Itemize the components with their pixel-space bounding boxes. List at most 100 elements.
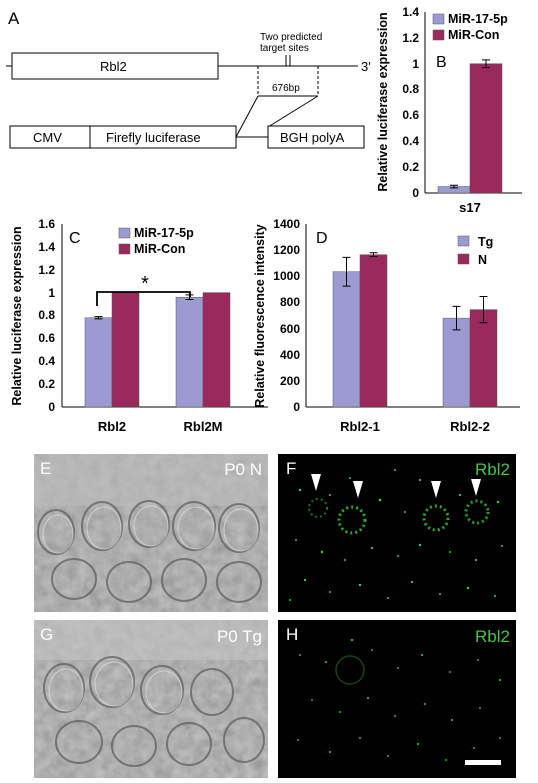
insert-guide-left bbox=[235, 95, 259, 138]
chart-c-bar bbox=[111, 292, 140, 408]
chart-d-bar bbox=[442, 317, 471, 408]
legend-d-swatch-tg bbox=[457, 235, 470, 247]
panel-e-micrograph: E P0 N bbox=[34, 454, 268, 612]
rbl2-gene-box bbox=[11, 52, 219, 80]
panel-h-caption: Rbl2 bbox=[475, 627, 510, 646]
chart-b-tick-label: 0.6 bbox=[402, 108, 419, 122]
legend-b-label-mir17: MiR-17-5p bbox=[448, 12, 508, 26]
target-sites-line2: target sites bbox=[260, 43, 309, 54]
legend-c-label-mircon: MiR-Con bbox=[134, 242, 185, 256]
chart-c-ylabel: Relative luciferase expression bbox=[10, 226, 24, 405]
chart-b-tick-label: 0.4 bbox=[402, 134, 419, 148]
chart-c-tick-label: 0.6 bbox=[38, 331, 55, 345]
target-sites-line1: Two predicted bbox=[260, 32, 322, 43]
chart-d-error-bar bbox=[342, 256, 351, 287]
luciferase-box bbox=[89, 125, 237, 149]
legend-d-swatch-n bbox=[457, 253, 470, 265]
significance-bracket bbox=[96, 291, 191, 306]
chart-c-bars bbox=[84, 292, 231, 408]
arrowhead-marker bbox=[353, 481, 363, 498]
chart-d-tick-label: 1200 bbox=[273, 243, 300, 257]
chart-c-tick-label: 0.8 bbox=[38, 308, 55, 322]
chart-d-tick-label: 1000 bbox=[273, 269, 300, 283]
luciferase-label: Firefly luciferase bbox=[106, 130, 201, 145]
chart-c-category-label: Rbl2M bbox=[184, 419, 223, 434]
panel-letter-b: B bbox=[436, 54, 447, 71]
chart-d-bar bbox=[332, 271, 361, 408]
panel-h-micrograph: H Rbl2 bbox=[278, 620, 516, 778]
legend-c-label-mir17: MiR-17-5p bbox=[134, 226, 194, 240]
chart-c-category-label: Rbl2 bbox=[98, 419, 126, 434]
chart-c-bar bbox=[84, 317, 113, 408]
panel-f-caption: Rbl2 bbox=[475, 460, 510, 479]
panel-letter-e: E bbox=[40, 459, 51, 478]
panel-b-chart: Relative luciferase expression 0 0.2 0.4… bbox=[376, 5, 522, 215]
bgh-polya-box bbox=[267, 125, 365, 149]
chart-c-error-bar bbox=[94, 316, 103, 320]
scale-bar bbox=[465, 760, 501, 765]
chart-c-tick-label: 1.4 bbox=[38, 240, 55, 254]
legend-d-label-tg: Tg bbox=[478, 235, 493, 249]
legend-c-swatch-mircon bbox=[118, 243, 131, 255]
panel-letter-a: A bbox=[8, 9, 20, 28]
panel-letter-h: H bbox=[286, 625, 298, 644]
chart-c-bar bbox=[202, 292, 231, 408]
chart-b-tick-label: 0.2 bbox=[402, 160, 419, 174]
bgh-polya-label: BGH polyA bbox=[280, 130, 345, 145]
fragment-size-label: 676bp bbox=[272, 83, 300, 94]
panel-a: A Rbl2 3' Two predicted target sites 676… bbox=[6, 9, 371, 149]
chart-d-bar bbox=[469, 309, 498, 408]
chart-d-tick-label: 600 bbox=[280, 322, 300, 336]
arrowhead-marker bbox=[431, 481, 441, 498]
legend-c-swatch-mir17 bbox=[118, 227, 131, 239]
chart-d-tick-label: 1400 bbox=[273, 217, 300, 231]
insert-guide-right bbox=[267, 95, 319, 128]
chart-d-category-label: Rbl2-1 bbox=[340, 419, 380, 434]
chart-d-error-bar bbox=[369, 252, 378, 258]
panel-letter-c: C bbox=[69, 230, 81, 247]
legend-b-label-mircon: MiR-Con bbox=[448, 28, 499, 42]
legend-b-swatch-mircon bbox=[432, 29, 445, 41]
panel-letter-g: G bbox=[40, 625, 53, 644]
arrowhead-marker bbox=[471, 479, 481, 496]
chart-d-bars bbox=[332, 252, 498, 408]
panel-letter-d: D bbox=[316, 230, 328, 247]
rbl2-gene-label: Rbl2 bbox=[100, 59, 127, 74]
chart-d-error-bar bbox=[452, 305, 461, 331]
panel-letter-f: F bbox=[286, 459, 296, 478]
legend-b-swatch-mir17 bbox=[432, 13, 445, 25]
chart-d-error-bar bbox=[479, 296, 488, 324]
chart-c-tick-label: 1.2 bbox=[38, 263, 55, 277]
panel-g-micrograph: G P0 Tg bbox=[34, 620, 268, 778]
chart-d-tick-label: 400 bbox=[280, 348, 300, 362]
chart-c-bar bbox=[175, 296, 204, 408]
chart-c-tick-label: 1 bbox=[48, 286, 55, 300]
chart-d-category-label: Rbl2-2 bbox=[450, 419, 490, 434]
chart-b-category-label: s17 bbox=[459, 200, 481, 215]
panel-g-caption: P0 Tg bbox=[217, 627, 262, 646]
chart-b-tick-label: 0 bbox=[412, 186, 419, 200]
chart-b-ylabel: Relative luciferase expression bbox=[376, 12, 390, 191]
arrowhead-marker bbox=[311, 474, 321, 491]
cmv-label: CMV bbox=[33, 130, 62, 145]
chart-b-bar bbox=[469, 63, 503, 194]
chart-c-tick-label: 1.6 bbox=[38, 217, 55, 231]
chart-c-tick-label: 0 bbox=[48, 400, 55, 414]
chart-b-error-bar bbox=[450, 184, 458, 189]
chart-b-tick-label: 1.2 bbox=[402, 31, 419, 45]
legend-d-label-n: N bbox=[478, 253, 487, 267]
chart-d-bar bbox=[359, 254, 388, 408]
chart-d-tick-label: 800 bbox=[280, 295, 300, 309]
chart-b-bars bbox=[437, 59, 503, 194]
chart-d-tick-label: 200 bbox=[280, 374, 300, 388]
chart-b-tick-label: 1.4 bbox=[402, 5, 419, 19]
chart-b-tick-label: 1 bbox=[412, 57, 419, 71]
chart-d-tick-label: 0 bbox=[293, 400, 300, 414]
significance-star: * bbox=[141, 273, 149, 295]
panel-d-chart: Relative fluorescence intensity 0 200 40… bbox=[253, 217, 520, 434]
chart-b-error-bar bbox=[482, 59, 490, 69]
chart-c-tick-label: 0.4 bbox=[38, 354, 55, 368]
chart-b-tick-label: 0.8 bbox=[402, 82, 419, 96]
panel-f-micrograph: F Rbl2 bbox=[278, 454, 516, 612]
